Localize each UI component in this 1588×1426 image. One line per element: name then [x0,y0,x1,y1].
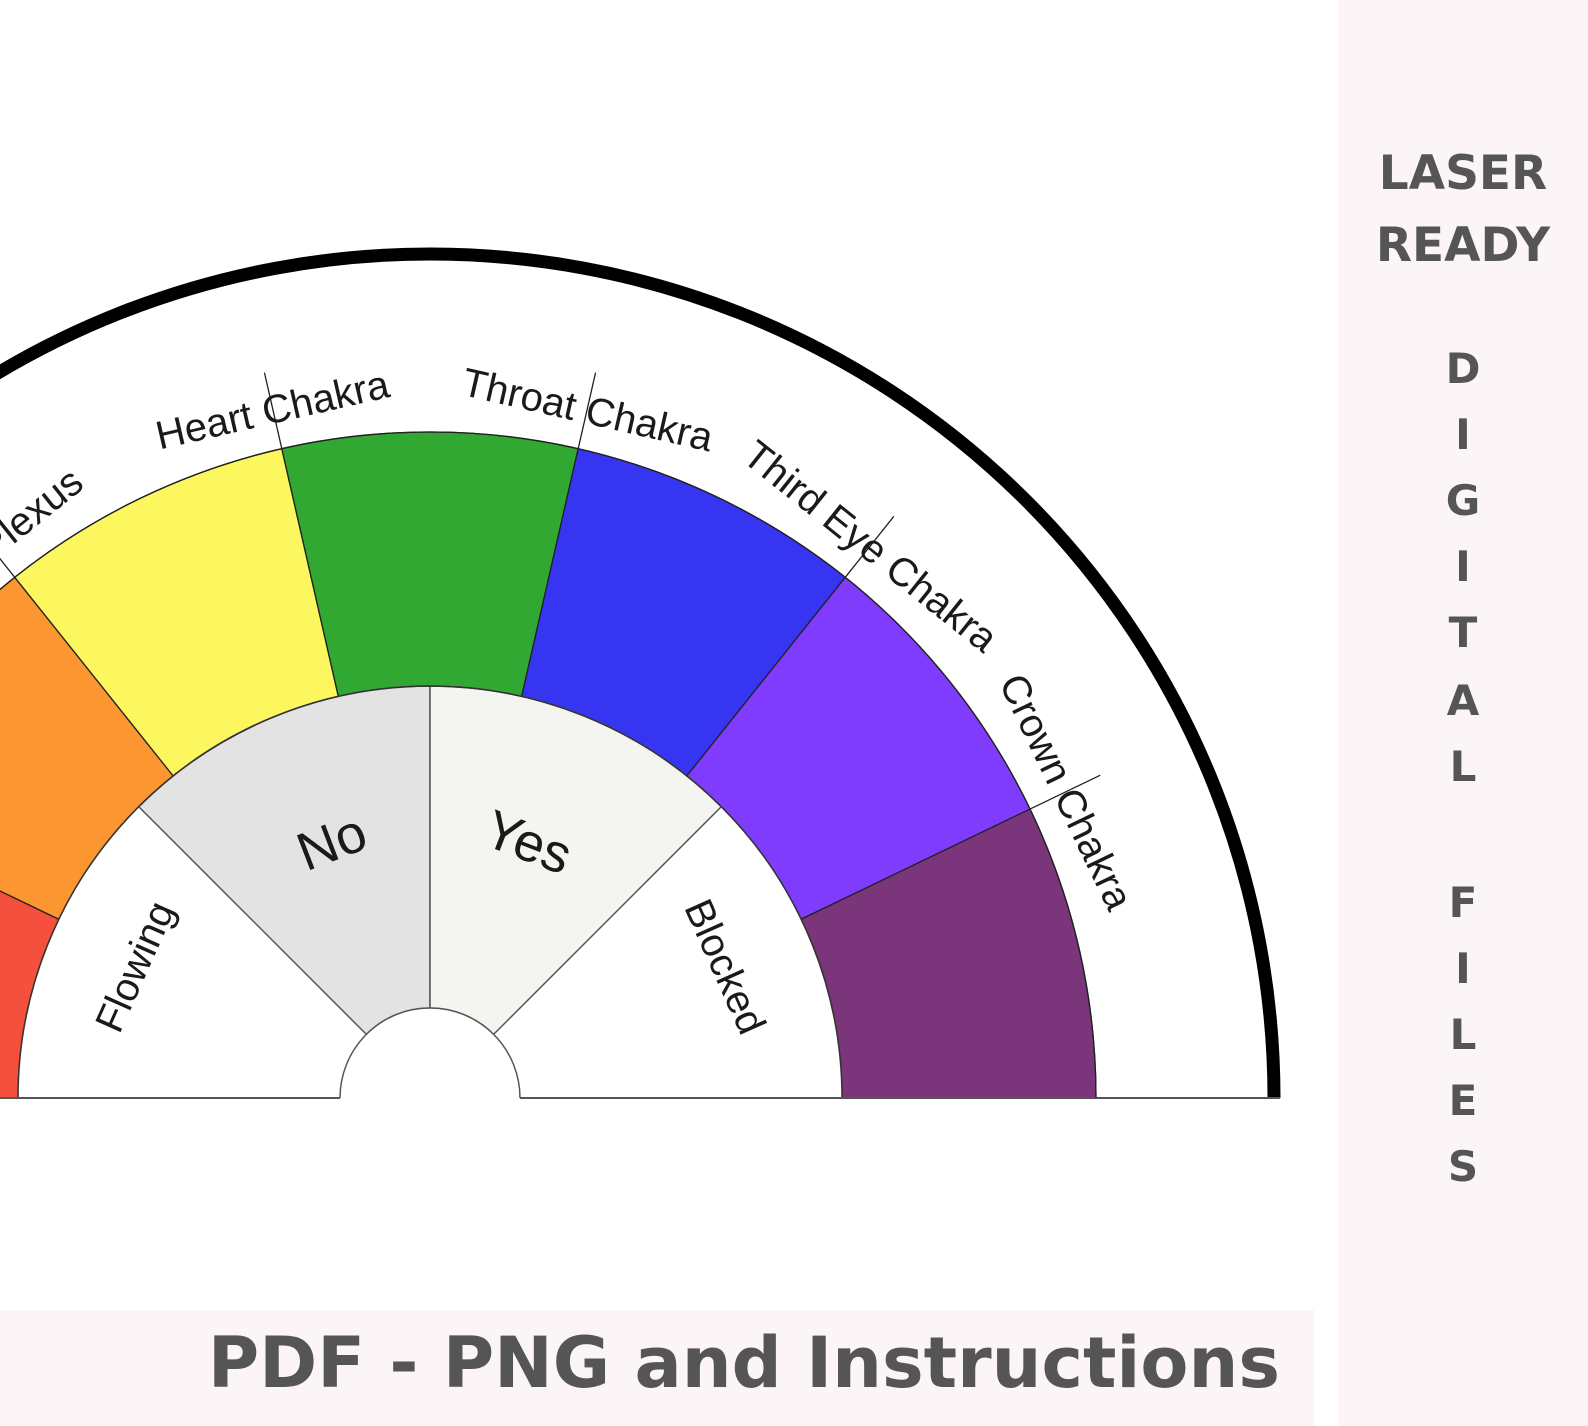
outer-rim [0,247,1281,1099]
inner-ring [18,685,842,1098]
vertical-letter: I [1455,410,1471,459]
vertical-letter: F [1448,878,1478,927]
hub-arc [339,1007,521,1099]
color-band-outline [0,431,1097,1099]
vertical-letter: I [1455,944,1471,993]
vertical-letter: E [1448,1076,1478,1125]
footer-band: PDF - PNG and Instructions [0,1310,1314,1426]
divider-lines [0,372,1280,1099]
vertical-letter: I [1455,542,1471,591]
sidebar-title-line2: READY [1375,218,1551,273]
label-divider [1029,774,1101,810]
label-divider [577,372,597,449]
color-segments [0,247,1281,1099]
vertical-letter: L [1449,1010,1477,1059]
footer-text: PDF - PNG and Instructions [207,1322,1280,1404]
vertical-letter: D [1445,344,1481,393]
vertical-letter: G [1445,476,1481,525]
vertical-letter: L [1449,742,1477,791]
vertical-letter: A [1446,676,1480,725]
label-divider [844,515,895,578]
label-divider [263,372,283,449]
label-band [0,358,1170,1098]
vertical-letter: T [1448,608,1478,657]
sidebar-title-line1: LASER [1378,146,1548,201]
inner-ring-outline [17,685,843,1099]
label-divider [0,557,16,578]
vertical-letter: S [1447,1142,1479,1191]
